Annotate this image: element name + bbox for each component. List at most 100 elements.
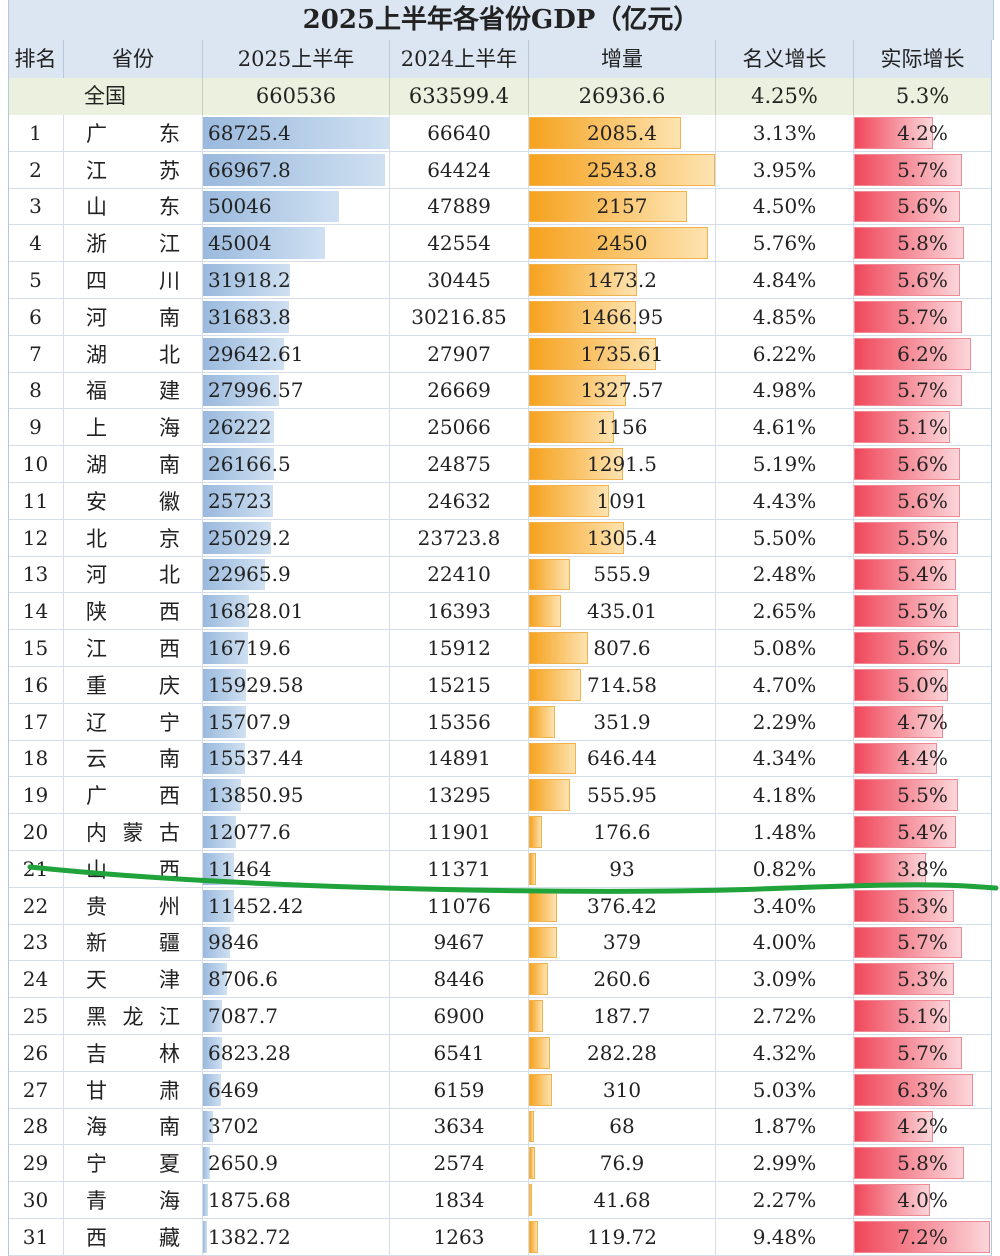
gdp2025-bar bbox=[203, 1037, 222, 1069]
rank-cell: 16 bbox=[8, 667, 64, 703]
increase-bar bbox=[529, 889, 557, 922]
real-growth-bar bbox=[854, 926, 962, 959]
increase-bar bbox=[529, 227, 709, 260]
increase-cell: 1291.5 bbox=[529, 446, 716, 482]
gdp2025-cell: 6823.28 bbox=[203, 1035, 390, 1071]
province-name: 四川 bbox=[86, 269, 180, 294]
nominal-value: 5.03% bbox=[752, 1077, 817, 1102]
gdp2024-value: 42554 bbox=[427, 231, 491, 256]
gdp2025-value: 11464 bbox=[208, 856, 272, 881]
gdp2024-value: 30445 bbox=[427, 268, 491, 293]
gdp2025-cell: 45004 bbox=[203, 225, 390, 262]
table-row: 16 重庆 15929.58 15215 714.58 4.70% 5.0% bbox=[8, 667, 992, 704]
increase-bar bbox=[529, 411, 614, 444]
real-value: 4.0% bbox=[897, 1188, 948, 1213]
gdp2025-value: 26222 bbox=[208, 415, 272, 440]
nominal-cell: 5.19% bbox=[716, 446, 854, 482]
nominal-value: 5.76% bbox=[752, 231, 817, 256]
province-name: 安徽 bbox=[86, 489, 180, 514]
real-value: 5.1% bbox=[897, 1004, 948, 1029]
rank-value: 18 bbox=[22, 746, 49, 771]
gdp2024-value: 2574 bbox=[433, 1151, 485, 1176]
increase-value: 2450 bbox=[596, 231, 648, 256]
real-value: 5.0% bbox=[897, 672, 948, 697]
province-cell: 江西 bbox=[64, 630, 203, 666]
real-cell: 5.7% bbox=[854, 1035, 992, 1071]
real-growth-bar bbox=[854, 1184, 930, 1216]
rank-value: 6 bbox=[29, 304, 42, 329]
gdp2025-value: 31918.2 bbox=[208, 268, 291, 293]
table-row: 9 上海 26222 25066 1156 4.61% 5.1% bbox=[8, 409, 992, 447]
nominal-value: 5.19% bbox=[752, 452, 817, 477]
gdp2025-cell: 1875.68 bbox=[203, 1182, 390, 1218]
table-row: 2 江苏 66967.8 64424 2543.8 3.95% 5.7% bbox=[8, 151, 992, 189]
gdp2025-bar bbox=[203, 779, 241, 812]
real-cell: 4.2% bbox=[854, 115, 992, 151]
gdp2025-cell: 6469 bbox=[203, 1071, 390, 1108]
nominal-cell: 4.84% bbox=[716, 262, 854, 298]
increase-bar bbox=[529, 632, 589, 664]
header-row: 排名 省份 2025上半年 2024上半年 增量 名义增长 实际增长 bbox=[8, 40, 992, 78]
real-cell: 5.1% bbox=[854, 409, 992, 446]
real-growth-bar bbox=[854, 1073, 973, 1106]
gdp2025-cell: 11464 bbox=[203, 851, 390, 887]
nominal-cell: 4.43% bbox=[716, 483, 854, 519]
gdp2025-value: 11452.42 bbox=[208, 893, 304, 918]
table-row: 17 辽宁 15707.9 15356 351.9 2.29% 4.7% bbox=[8, 703, 992, 741]
increase-value: 1327.57 bbox=[580, 378, 664, 403]
table-row: 18 云南 15537.44 14891 646.44 4.34% 4.4% bbox=[8, 740, 992, 778]
real-growth-bar bbox=[854, 1221, 990, 1253]
real-cell: 6.3% bbox=[854, 1071, 992, 1108]
province-cell: 宁夏 bbox=[64, 1145, 203, 1182]
gdp2024-value: 6159 bbox=[433, 1077, 485, 1102]
real-cell: 5.3% bbox=[854, 887, 992, 924]
real-cell: 5.5% bbox=[854, 777, 992, 814]
province-name: 海南 bbox=[86, 1115, 180, 1140]
rank-cell: 2 bbox=[8, 151, 64, 188]
rank-value: 15 bbox=[22, 636, 49, 661]
gdp2025-cell: 9846 bbox=[203, 924, 390, 961]
rank-cell: 3 bbox=[8, 188, 64, 225]
nominal-value: 1.48% bbox=[752, 820, 817, 845]
real-value: 5.7% bbox=[897, 930, 948, 955]
nominal-cell: 2.65% bbox=[716, 593, 854, 630]
province-cell: 重庆 bbox=[64, 667, 203, 703]
increase-cell: 41.68 bbox=[529, 1182, 716, 1218]
increase-cell: 1091 bbox=[529, 483, 716, 519]
province-cell: 山西 bbox=[64, 851, 203, 887]
nominal-value: 4.32% bbox=[752, 1040, 817, 1065]
gdp2025-bar bbox=[203, 669, 247, 701]
gdp2024-value: 9467 bbox=[433, 930, 485, 955]
nominal-value: 4.50% bbox=[752, 194, 817, 219]
real-growth-bar bbox=[854, 521, 958, 554]
gdp2025-bar bbox=[203, 264, 290, 296]
increase-value: 555.95 bbox=[587, 783, 657, 808]
province-cell: 北京 bbox=[64, 519, 203, 556]
gdp2025-bar bbox=[203, 595, 249, 628]
real-value: 7.2% bbox=[897, 1224, 948, 1249]
header-real: 实际增长 bbox=[854, 40, 992, 78]
real-growth-bar bbox=[854, 1000, 951, 1032]
increase-bar bbox=[529, 448, 624, 480]
real-value: 5.7% bbox=[897, 304, 948, 329]
real-growth-bar bbox=[854, 337, 972, 370]
gdp2024-cell: 42554 bbox=[390, 225, 529, 262]
province-cell: 广西 bbox=[64, 777, 203, 814]
rank-cell: 13 bbox=[8, 556, 64, 593]
table-row: 3 山东 50046 47889 2157 4.50% 5.6% bbox=[8, 188, 992, 226]
nominal-cell: 1.48% bbox=[716, 814, 854, 850]
real-cell: 4.4% bbox=[854, 740, 992, 777]
increase-cell: 282.28 bbox=[529, 1035, 716, 1071]
gdp2025-bar bbox=[203, 1000, 223, 1032]
gdp2024-cell: 22410 bbox=[390, 556, 529, 593]
gdp2025-cell: 66967.8 bbox=[203, 151, 390, 188]
nominal-cell: 4.85% bbox=[716, 299, 854, 335]
real-growth-bar bbox=[854, 816, 956, 848]
real-growth-bar bbox=[854, 669, 949, 701]
real-cell: 3.8% bbox=[854, 851, 992, 887]
increase-bar bbox=[529, 1073, 552, 1106]
real-value: 5.5% bbox=[897, 783, 948, 808]
real-cell: 6.2% bbox=[854, 335, 992, 372]
increase-value: 187.7 bbox=[593, 1004, 651, 1029]
gdp2025-bar bbox=[203, 117, 389, 149]
